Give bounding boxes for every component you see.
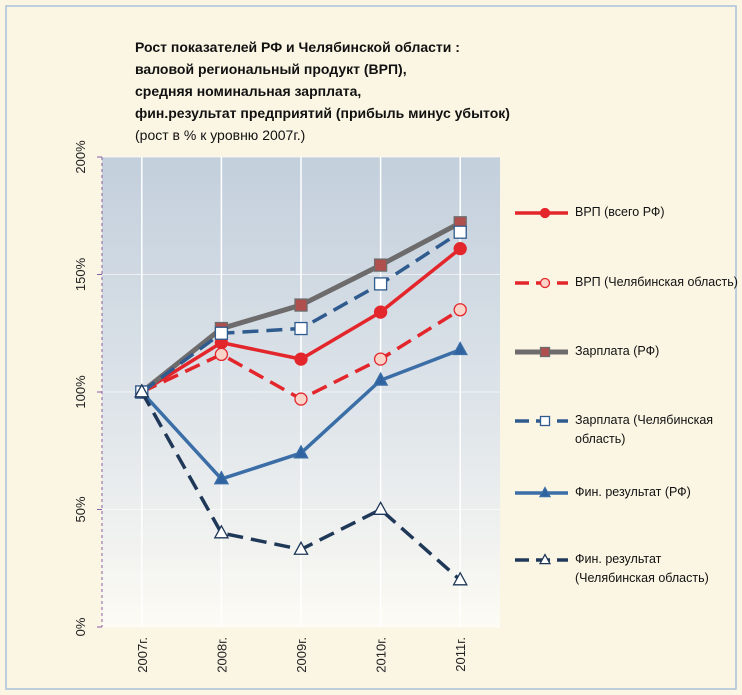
x-tick-label: 2011г.	[453, 637, 468, 672]
marker	[453, 303, 467, 317]
marker	[539, 277, 551, 289]
marker	[213, 524, 230, 539]
marker	[214, 347, 229, 362]
marker	[453, 225, 467, 239]
x-tick-label: 2008г.	[214, 637, 229, 673]
marker	[538, 553, 552, 565]
marker	[372, 500, 389, 515]
x-tick-label: 2010г.	[374, 637, 389, 673]
legend-label: ВРП (всего РФ)	[575, 205, 665, 219]
marker	[539, 346, 551, 358]
y-tick-label: 50%	[73, 496, 88, 522]
legend-label: Фин. результат (РФ)	[575, 485, 691, 499]
marker	[213, 470, 230, 485]
title-line: фин.результат предприятий (прибыль минус…	[135, 105, 510, 121]
legend-label: Зарплата (РФ)	[575, 344, 660, 358]
marker	[453, 241, 467, 256]
legend-label: ВРП (Челябинская область)	[575, 275, 738, 289]
marker	[373, 305, 388, 319]
marker	[539, 415, 551, 427]
y-tick-label: 200%	[73, 140, 88, 174]
marker	[294, 298, 308, 312]
marker	[372, 371, 389, 386]
y-tick-label: 0%	[73, 617, 88, 636]
marker	[134, 383, 150, 398]
y-tick-label: 100%	[73, 375, 88, 409]
subtitle: (рост в % к уровню 2007г.)	[135, 127, 306, 143]
marker	[538, 486, 552, 498]
marker	[373, 277, 388, 291]
legend-label: Фин. результат (Челябинская область)	[575, 552, 709, 585]
marker	[214, 326, 229, 340]
frame	[5, 5, 737, 690]
marker	[373, 258, 388, 272]
marker	[539, 207, 551, 219]
marker	[293, 540, 309, 555]
marker	[293, 444, 309, 459]
marker	[294, 392, 308, 406]
legend-label: Зарплата (Челябинская область)	[575, 413, 714, 446]
marker	[294, 352, 308, 366]
title-line: Рост показателей РФ и Челябинской област…	[135, 39, 460, 55]
marker	[373, 352, 388, 366]
title-line: средняя номинальная зарплата,	[135, 83, 362, 99]
y-tick-label: 150%	[73, 257, 88, 291]
marker	[452, 571, 468, 586]
title-line: валовой региональный продукт (ВРП),	[135, 61, 407, 77]
x-tick-label: 2007г.	[135, 637, 150, 673]
marker	[452, 341, 468, 356]
marker	[294, 321, 308, 336]
title-block: Рост показателей РФ и Челябинской област…	[135, 36, 510, 146]
x-tick-label: 2009г.	[294, 637, 309, 673]
